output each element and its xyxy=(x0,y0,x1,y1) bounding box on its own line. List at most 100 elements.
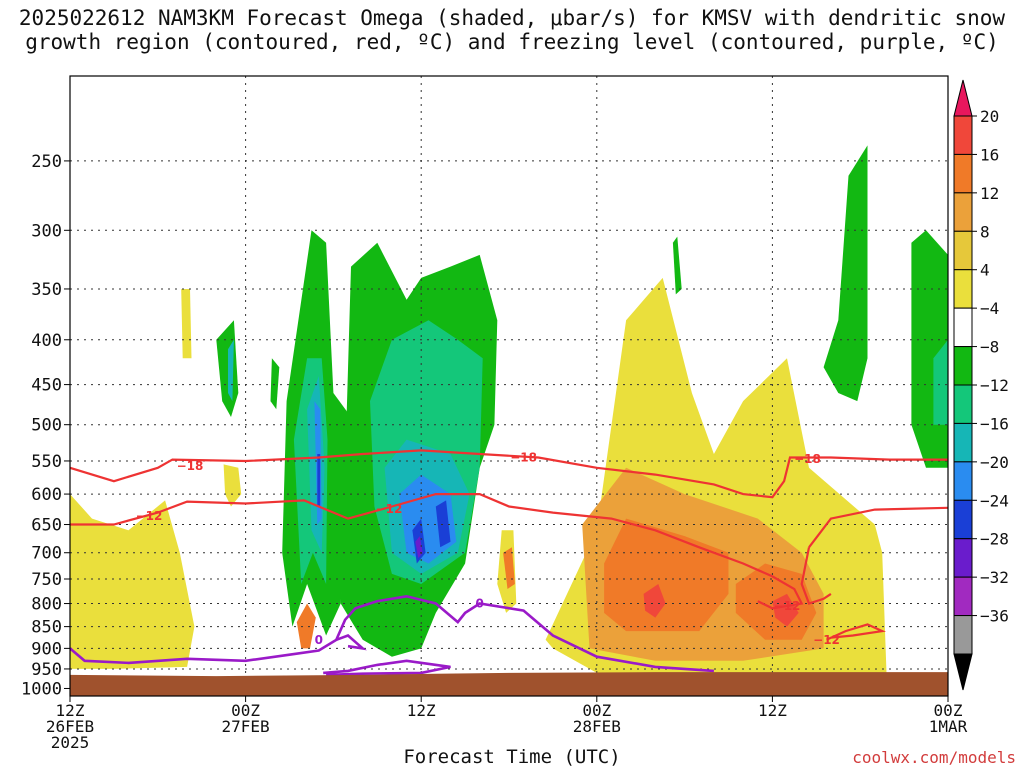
y-tick-label: 800 xyxy=(31,595,62,615)
colorbar-label: −36 xyxy=(980,607,1009,626)
x-tick-label: 2025 xyxy=(51,733,90,752)
colorbar-label: −12 xyxy=(980,376,1009,395)
x-tick-label: 1MAR xyxy=(929,717,968,736)
x-tick-label: 00Z xyxy=(231,701,260,720)
y-tick-label: 550 xyxy=(31,452,62,472)
contour-label: 0 xyxy=(315,633,323,647)
colorbar-box xyxy=(953,346,973,386)
omega-region xyxy=(70,494,195,669)
x-tick-label: 26FEB xyxy=(46,717,94,736)
credit-text: coolwx.com/models xyxy=(852,748,1016,767)
y-tick-label: 300 xyxy=(31,221,62,241)
omega-region xyxy=(772,593,799,627)
colorbar: 20 16 12 8 4 −4 −8 −12 −16 −20 −24 −28 −32 −36 xyxy=(953,79,1009,691)
x-tick-label: 12Z xyxy=(56,701,85,720)
terrain-fill xyxy=(70,672,948,696)
colorbar-label: 8 xyxy=(980,222,990,241)
omega-region xyxy=(633,367,659,425)
y-tick-label: 1000 xyxy=(21,679,62,699)
colorbar-label: 20 xyxy=(980,107,999,126)
contour-minus12 xyxy=(808,506,948,548)
x-tick-label: 28FEB xyxy=(573,717,621,736)
colorbar-label: −8 xyxy=(980,338,999,357)
y-tick-label: 500 xyxy=(31,416,62,436)
omega-region xyxy=(270,358,280,410)
y-tick-label: 450 xyxy=(31,376,62,396)
contour-minus18 xyxy=(70,449,948,499)
omega-region xyxy=(672,236,682,295)
colorbar-box xyxy=(953,307,973,348)
colorbar-box xyxy=(953,153,973,194)
y-tick-label: 700 xyxy=(31,544,62,564)
plot-frame xyxy=(69,75,949,697)
colorbar-label: 4 xyxy=(980,261,990,280)
x-tick-label: 12Z xyxy=(758,701,787,720)
contour-label: −18 xyxy=(177,459,204,473)
colorbar-box xyxy=(953,115,973,155)
colorbar-box xyxy=(953,422,973,463)
contour-minus12 xyxy=(800,547,832,605)
contour-label: −18 xyxy=(794,452,821,466)
colorbar-label: 12 xyxy=(980,184,999,203)
x-axis-title: Forecast Time (UTC) xyxy=(403,746,621,768)
x-tick-label: 00Z xyxy=(582,701,611,720)
omega-region xyxy=(933,339,948,425)
y-tick-label: 900 xyxy=(31,639,62,659)
contour-label: −18 xyxy=(510,450,537,464)
contour-label: −12 xyxy=(813,633,840,647)
axes: 2503003504004505005506006507007508008509… xyxy=(21,75,968,752)
colorbar-box xyxy=(953,615,973,655)
y-tick-label: 400 xyxy=(31,331,62,351)
colorbar-label: −28 xyxy=(980,530,1009,549)
omega-region xyxy=(216,320,239,417)
colorbar-box xyxy=(953,230,973,271)
y-tick-label: 950 xyxy=(31,660,62,680)
colorbar-bottom-triangle xyxy=(953,653,973,691)
freezing-level-contour xyxy=(70,594,714,673)
contour-label: −12 xyxy=(136,509,163,523)
colorbar-label: −20 xyxy=(980,453,1009,472)
omega-region xyxy=(181,289,192,359)
chart-title-line1: 2025022612 NAM3KM Forecast Omega (shaded… xyxy=(18,6,1006,30)
colorbar-box xyxy=(953,576,973,617)
x-tick-label: 12Z xyxy=(407,701,436,720)
contours: −18 −18 −18 −12 −12 −12 −12 0 0 xyxy=(70,449,948,677)
omega-region xyxy=(228,339,234,402)
omega-region xyxy=(317,454,321,507)
y-tick-label: 600 xyxy=(31,485,62,505)
colorbar-box xyxy=(953,192,973,232)
colorbar-box xyxy=(953,269,973,309)
omega-region xyxy=(643,584,666,618)
chart-title-line2: growth region (contoured, red, ºC) and f… xyxy=(25,30,999,54)
contour-label: −12 xyxy=(376,502,403,516)
colorbar-box xyxy=(953,461,973,501)
colorbar-box xyxy=(953,538,973,578)
contour-minus12 xyxy=(70,493,804,610)
omega-region xyxy=(823,145,868,402)
contour-label: −12 xyxy=(774,599,801,613)
colorbar-box xyxy=(953,499,973,540)
contour-label: 0 xyxy=(476,597,484,611)
omega-shading xyxy=(70,145,948,673)
y-tick-label: 850 xyxy=(31,618,62,638)
omega-region xyxy=(435,500,451,548)
contour-minus12 xyxy=(826,623,887,641)
colorbar-label: −32 xyxy=(980,568,1009,587)
y-tick-label: 250 xyxy=(31,152,62,172)
colorbar-label: 16 xyxy=(980,145,999,164)
omega-region xyxy=(223,464,242,507)
freezing-level-contour xyxy=(323,659,451,677)
y-tick-label: 650 xyxy=(31,516,62,536)
x-tick-label: 27FEB xyxy=(222,717,270,736)
colorbar-label: −24 xyxy=(980,491,1009,510)
y-tick-label: 350 xyxy=(31,280,62,300)
colorbar-label: −4 xyxy=(980,299,999,318)
x-tick-label: 00Z xyxy=(934,701,963,720)
colorbar-top-triangle xyxy=(953,79,973,117)
colorbar-label: −16 xyxy=(980,414,1009,433)
terrain xyxy=(70,672,948,696)
y-tick-label: 750 xyxy=(31,570,62,590)
omega-region xyxy=(296,603,316,649)
